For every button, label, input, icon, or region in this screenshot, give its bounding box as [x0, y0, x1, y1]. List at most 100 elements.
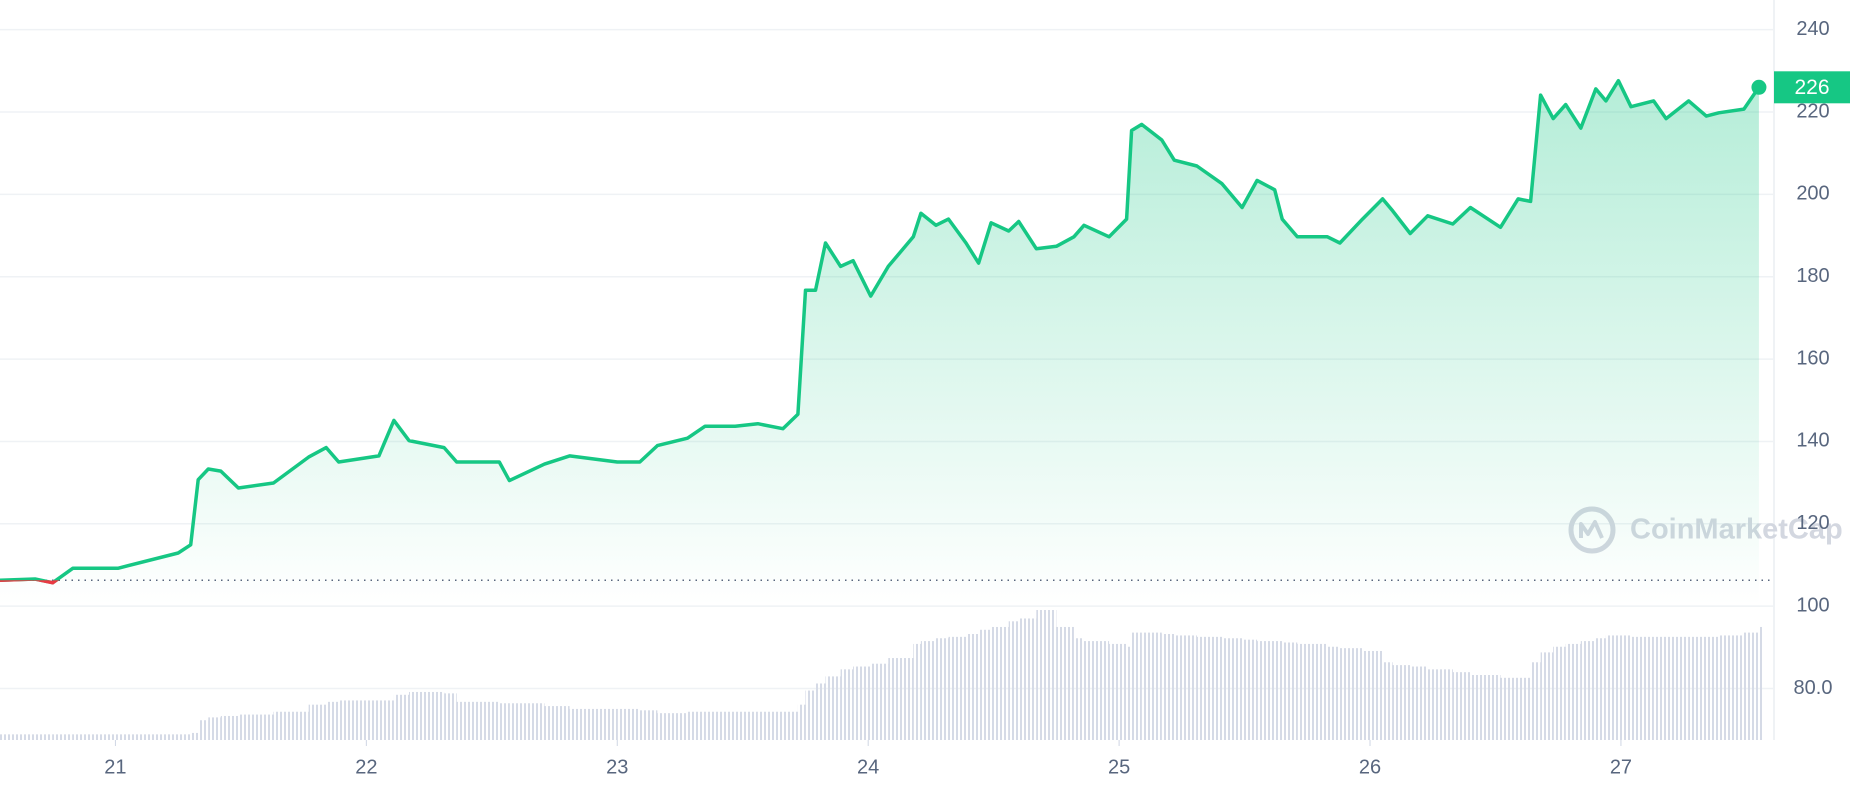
volume-bar	[1540, 652, 1554, 740]
volume-bar	[840, 669, 854, 740]
volume-bar	[198, 720, 209, 740]
volume-bar	[178, 734, 191, 740]
volume-bar	[1362, 650, 1383, 740]
volume-bar	[935, 638, 949, 740]
volume-bar	[1410, 666, 1428, 740]
x-tick-label: 21	[104, 756, 126, 778]
volume-bar	[1221, 638, 1243, 740]
volume-bar	[978, 629, 992, 740]
volume-bar	[1242, 639, 1258, 740]
volume-bar	[1580, 641, 1596, 740]
volume-bar	[1126, 646, 1132, 740]
volume-bar	[1618, 635, 1631, 740]
volume-bar	[1257, 641, 1275, 740]
volume-bar	[815, 683, 826, 740]
volume-bar	[509, 703, 545, 740]
volume-bar	[888, 658, 914, 740]
y-tick-label: 80.0	[1794, 677, 1833, 699]
volume-bar	[1553, 646, 1566, 740]
y-tick-label: 140	[1796, 430, 1829, 452]
volume-bar	[326, 701, 339, 740]
price-line	[0, 78, 1761, 585]
volume-bar	[1595, 638, 1606, 740]
volume-bar	[705, 711, 736, 740]
x-tick-label: 23	[606, 756, 628, 778]
volume-bar	[870, 663, 889, 740]
price-tag	[1774, 71, 1850, 104]
y-tick-label: 240	[1796, 18, 1829, 40]
volume-bar	[1274, 641, 1283, 740]
volume-bar	[1161, 634, 1175, 740]
volume-bar	[757, 711, 783, 740]
volume-bar	[338, 700, 379, 740]
volume-bar	[948, 636, 967, 740]
volume-bar	[1008, 621, 1019, 740]
volume-bar	[1653, 636, 1667, 740]
volume-bar	[913, 643, 921, 740]
volume-bar	[1706, 636, 1719, 740]
volume-bar	[208, 717, 221, 740]
volume-bar	[190, 732, 199, 740]
volume-bar	[1392, 665, 1411, 740]
x-tick-label: 26	[1359, 756, 1381, 778]
volume-bar	[1056, 626, 1074, 740]
volume-bar	[1174, 635, 1197, 740]
x-tick-label: 25	[1108, 756, 1130, 778]
volume-bar	[687, 711, 706, 740]
volume-bar	[1743, 632, 1759, 740]
volume-bar	[1427, 669, 1453, 740]
volume-bar	[1630, 636, 1654, 740]
volume-bar	[805, 690, 816, 740]
volume-bar	[1530, 662, 1541, 740]
volume-bar	[569, 708, 618, 740]
y-tick-label: 160	[1796, 347, 1829, 369]
volume-bar	[639, 710, 658, 740]
volume-bar	[782, 711, 798, 740]
volume-bar	[1083, 641, 1110, 740]
volume-bar	[0, 734, 36, 740]
volume-bar	[1565, 643, 1581, 740]
volume-bar	[52, 734, 73, 740]
volume-bar	[273, 711, 309, 740]
volume-bar	[1758, 626, 1763, 740]
x-tick-label: 24	[857, 756, 879, 778]
volume-bar	[1518, 677, 1531, 740]
volume-bar	[238, 714, 274, 740]
volume-bar	[825, 676, 841, 740]
volume-bar	[393, 694, 409, 740]
y-tick-label: 120	[1796, 512, 1829, 534]
volume-bar	[1718, 635, 1744, 740]
volume-bar	[853, 666, 871, 740]
volume-bar	[657, 713, 688, 740]
volume-bar	[1605, 635, 1619, 740]
volume-bar	[1018, 618, 1037, 740]
volume-bar	[1036, 610, 1057, 740]
volume-bar	[991, 626, 1009, 740]
volume-bar	[444, 693, 457, 740]
volume-bar	[1470, 675, 1501, 740]
volume-bar	[1339, 648, 1363, 740]
volume-bar	[1382, 662, 1393, 740]
volume-bar	[1500, 677, 1519, 740]
last-point	[1751, 79, 1767, 95]
volume-bar	[617, 708, 640, 740]
volume-bar	[1282, 642, 1298, 740]
volume-bar	[378, 700, 394, 740]
volume-bar	[1196, 636, 1222, 740]
y-tick-label: 200	[1796, 183, 1829, 205]
volume-bar	[1073, 638, 1084, 740]
x-tick-label: 27	[1610, 756, 1632, 778]
volume-bar	[920, 641, 936, 740]
volume-bar	[72, 734, 118, 740]
y-tick-label: 100	[1796, 594, 1829, 616]
volume-bar	[544, 706, 570, 740]
volume-bar	[117, 734, 179, 740]
price-area	[0, 80, 1759, 605]
volume-bar	[456, 701, 500, 740]
y-tick-label: 220	[1796, 100, 1829, 122]
volume-bar	[35, 734, 53, 740]
volume-bar	[1327, 646, 1340, 740]
volume-bar	[1141, 632, 1162, 740]
volume-bar	[797, 704, 806, 740]
volume-bar	[1297, 643, 1328, 740]
